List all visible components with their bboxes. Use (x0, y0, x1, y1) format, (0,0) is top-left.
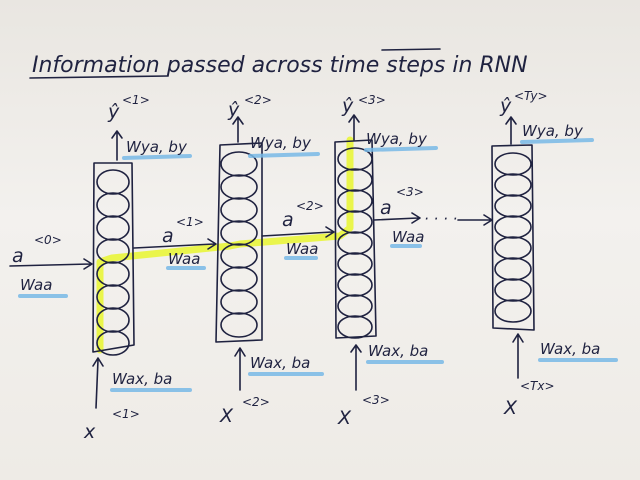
activation-label-2: a (282, 209, 294, 231)
hidden-unit-3-1 (337, 147, 373, 171)
x-label-4: X (503, 397, 518, 419)
hidden-unit-1-5 (96, 261, 130, 287)
in-weight-2: Wax, ba (250, 354, 310, 372)
activation-arrow-2 (261, 226, 335, 238)
diagram-title: Information passed across time steps in … (32, 53, 528, 78)
activation-sup-3: <3> (396, 185, 424, 199)
hidden-unit-2-3 (220, 197, 258, 223)
y-hat-3: ŷ (341, 95, 354, 117)
hidden-unit-1-3 (96, 215, 130, 241)
x-label-2: X (219, 405, 234, 427)
out-weight-4: Wya, by (522, 122, 584, 140)
rnn-cell-4 (491, 144, 535, 331)
input-arrow-1 (92, 357, 104, 409)
activation-arrow-3 (373, 212, 421, 224)
hidden-unit-2-8 (220, 312, 258, 338)
x-sup-1: <1> (112, 407, 140, 421)
hidden-unit-4-4 (494, 215, 532, 239)
hidden-unit-4-1 (494, 152, 532, 176)
activation-weight-1: Waa (168, 250, 200, 268)
output-arrow-1 (111, 130, 123, 161)
in-weight-3: Wax, ba (368, 342, 428, 360)
input-arrow-2 (234, 347, 246, 391)
out-underline-4 (520, 138, 594, 144)
activation-label-3: a (380, 197, 392, 219)
out-underline-3 (364, 146, 438, 152)
hidden-unit-4-3 (494, 194, 532, 218)
hidden-unit-3-8 (337, 294, 373, 318)
activation-sup-1: <1> (176, 215, 204, 229)
y-hat-1: ŷ (107, 101, 120, 123)
hidden-unit-2-4 (220, 220, 258, 246)
y-hat-sup-4: <Ty> (514, 89, 548, 103)
title-underline (29, 75, 169, 79)
hidden-unit-4-7 (494, 278, 532, 302)
hidden-unit-1-4 (96, 238, 130, 264)
hidden-unit-4-5 (494, 236, 532, 260)
title-underline-2 (381, 48, 441, 51)
activation-arrow-1 (133, 238, 217, 250)
hidden-unit-3-9 (337, 315, 373, 339)
in-weight-4: Wax, ba (540, 340, 600, 358)
rnn-cell-2 (215, 142, 263, 343)
y-hat-sup-1: <1> (122, 93, 150, 107)
out-weight-2: Wya, by (250, 134, 312, 152)
activation-weight-3: Waa (392, 228, 424, 246)
out-weight-3: Wya, by (366, 130, 428, 148)
hidden-unit-2-5 (220, 243, 258, 269)
hidden-unit-4-2 (494, 173, 532, 197)
activation-weight-0: Waa (20, 276, 52, 294)
output-arrow-3 (348, 114, 360, 141)
y-hat-4: ŷ (499, 95, 512, 117)
hidden-unit-1-6 (96, 284, 130, 310)
hidden-unit-2-1 (220, 151, 258, 177)
hidden-unit-1-1 (96, 169, 130, 195)
x-sup-3: <3> (362, 393, 390, 407)
activation-arrow-0 (9, 258, 93, 270)
y-hat-sup-3: <3> (358, 93, 386, 107)
input-arrow-3 (350, 344, 362, 391)
hidden-unit-3-5 (337, 231, 373, 255)
y-hat-sup-2: <2> (244, 93, 272, 107)
hidden-unit-3-6 (337, 252, 373, 276)
activation-sup-2: <2> (296, 199, 324, 213)
out-underline-2 (248, 152, 320, 158)
hidden-unit-4-8 (494, 299, 532, 323)
x-label-1: x (83, 421, 96, 443)
hidden-unit-3-3 (337, 189, 373, 213)
activation-label-0: a (12, 245, 24, 267)
hidden-unit-4-6 (494, 257, 532, 281)
x-label-3: X (337, 407, 352, 429)
hidden-unit-3-2 (337, 168, 373, 192)
y-hat-2: ŷ (227, 99, 240, 121)
output-arrow-4 (505, 116, 517, 145)
hidden-unit-1-8 (96, 330, 130, 356)
activation-arrow-tail (457, 214, 493, 226)
out-underline-1 (122, 154, 192, 160)
in-weight-1: Wax, ba (112, 370, 172, 388)
x-sup-4: <Tx> (520, 379, 555, 393)
activation-weight-2: Waa (286, 240, 318, 258)
output-arrow-2 (232, 116, 244, 143)
input-arrow-4 (512, 333, 524, 379)
hidden-unit-2-2 (220, 174, 258, 200)
hidden-unit-3-7 (337, 273, 373, 297)
rnn-cell-3 (334, 139, 377, 339)
rnn-cell-1 (92, 162, 135, 356)
activation-label-1: a (162, 225, 174, 247)
out-weight-1: Wya, by (126, 138, 188, 156)
hidden-unit-2-6 (220, 266, 258, 292)
ellipsis-dots: · · · · (424, 210, 457, 228)
activation-sup-0: <0> (34, 233, 62, 247)
x-sup-2: <2> (242, 395, 270, 409)
hidden-unit-1-2 (96, 192, 130, 218)
hidden-unit-1-7 (96, 307, 130, 333)
hidden-unit-3-4 (337, 210, 373, 234)
hidden-unit-2-7 (220, 289, 258, 315)
